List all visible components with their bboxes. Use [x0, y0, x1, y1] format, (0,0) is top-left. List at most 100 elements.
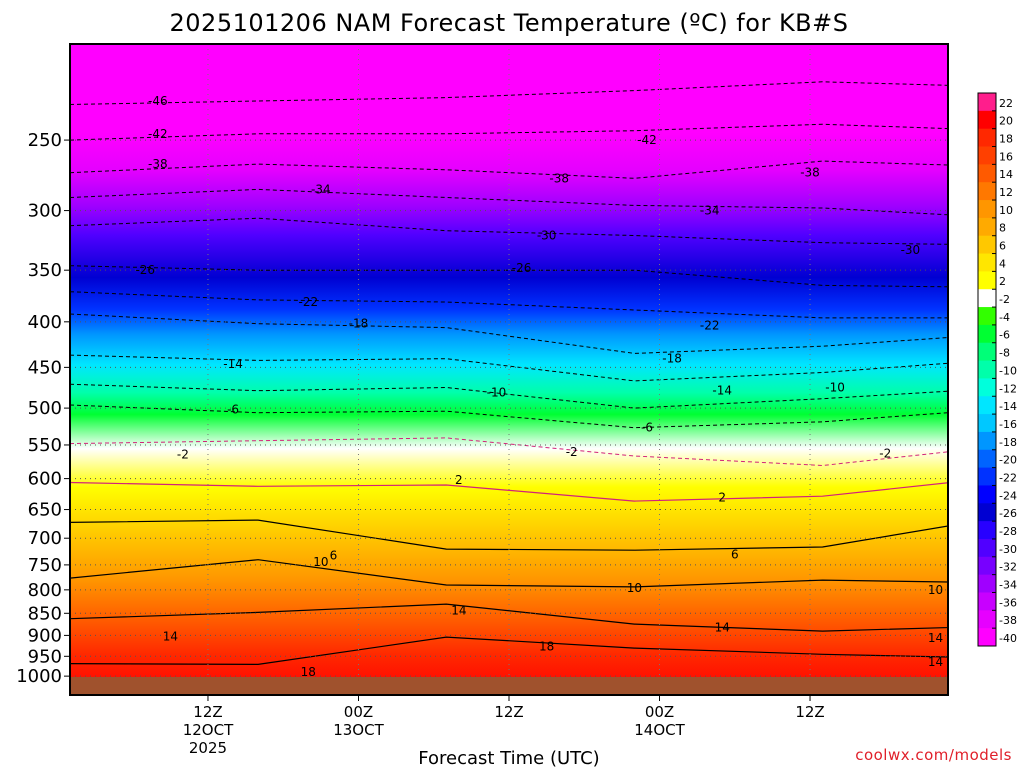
y-tick-label: 350 — [28, 260, 62, 281]
colorbar-label: 4 — [999, 257, 1006, 270]
isotherm-layer — [70, 81, 948, 666]
colorbar-label: 2 — [999, 275, 1006, 288]
isotherm-label: -14 — [712, 384, 732, 398]
isotherm-14 — [70, 603, 948, 632]
colorbar-swatch — [978, 146, 996, 165]
y-tick-label: 700 — [28, 528, 62, 549]
isotherm-label: 2 — [718, 490, 726, 504]
isotherm-18 — [70, 636, 948, 666]
colorbar-label: -38 — [999, 614, 1017, 627]
colorbar-swatch — [978, 128, 996, 148]
colorbar: 22 20 18 16 14 12 10 8 6 4 2 -2 -4 -6 -8 -10 -12 -14 -16 -1… — [977, 92, 1017, 647]
colorbar-label: 8 — [999, 222, 1006, 235]
isotherm-label: -38 — [800, 166, 820, 180]
colorbar-swatch — [978, 610, 996, 629]
x-tick-label: 00Z — [645, 703, 674, 721]
colorbar-label: -14 — [999, 400, 1017, 413]
x-tick-label: 00Z — [344, 703, 373, 721]
isotherm-label: 14 — [928, 631, 943, 645]
isotherm-label: -46 — [148, 94, 168, 108]
colorbar-label: -12 — [999, 382, 1017, 395]
colorbar-swatch — [978, 110, 996, 130]
isotherm-label: 14 — [163, 629, 178, 643]
isotherm-label: 10 — [627, 581, 642, 595]
x-tick-label: 13OCT — [333, 721, 384, 739]
x-tick-label: 2025 — [189, 739, 227, 757]
colorbar-swatch — [978, 396, 996, 415]
credit-text: coolwx.com/models — [855, 746, 1012, 764]
colorbar-swatch — [978, 485, 996, 504]
isotherm-2 — [70, 481, 948, 502]
isotherm-label: -42 — [148, 127, 168, 141]
colorbar-label: 22 — [999, 97, 1013, 110]
isotherm-label: 14 — [928, 655, 943, 669]
isotherm-label: -42 — [637, 133, 657, 147]
grid-layer — [70, 44, 948, 695]
x-tick-label: 12OCT — [183, 721, 234, 739]
colorbar-label: -24 — [999, 489, 1017, 502]
x-tick-label: 12Z — [494, 703, 523, 721]
colorbar-swatch — [978, 521, 996, 540]
colorbar-swatch — [978, 414, 996, 433]
colorbar-label: -18 — [999, 436, 1017, 449]
colorbar-label: -10 — [999, 364, 1017, 377]
isotherm-label: 2 — [455, 473, 463, 487]
colorbar-swatch — [978, 592, 996, 611]
isotherm-label: -38 — [549, 171, 569, 185]
y-tick-label: 750 — [28, 555, 62, 576]
colorbar-swatch — [978, 253, 996, 272]
colorbar-label: -34 — [999, 578, 1017, 591]
isotherm-label: -34 — [311, 182, 331, 196]
isotherm-label: -18 — [662, 352, 682, 366]
isotherm-10 — [70, 559, 948, 588]
isotherm-label: -34 — [700, 204, 720, 218]
isotherm-label: -22 — [299, 295, 319, 309]
y-tick-label: 900 — [28, 625, 62, 646]
y-tick-label: 250 — [28, 130, 62, 151]
colorbar-label: -6 — [999, 329, 1010, 342]
x-tick-label: 14OCT — [634, 721, 685, 739]
colorbar-swatch — [978, 628, 996, 647]
isotherm-label: -2 — [879, 446, 891, 460]
colorbar-swatch — [978, 574, 996, 593]
colorbar-label: -32 — [999, 561, 1017, 574]
colorbar-swatch — [978, 360, 996, 379]
colorbar-swatch — [978, 538, 996, 558]
colorbar-label: -4 — [999, 311, 1010, 324]
isotherm-label-layer: -46-42 -42-38-38 -38-34-34-30-30-26 -26-22-… — [135, 94, 943, 679]
isotherm-label: 10 — [313, 555, 328, 569]
isotherm-label: 14 — [715, 621, 730, 635]
colorbar-swatch — [978, 164, 996, 183]
colorbar-swatch — [978, 342, 996, 362]
colorbar-label: -8 — [999, 347, 1010, 360]
isotherm-label: 14 — [451, 604, 466, 618]
isotherm-label: -10 — [487, 385, 507, 399]
isotherm-label: 18 — [301, 665, 316, 679]
colorbar-swatch — [978, 378, 996, 397]
y-tick-label: 1000 — [16, 666, 62, 687]
colorbar-label: 16 — [999, 150, 1013, 163]
colorbar-swatch — [978, 324, 996, 344]
colorbar-label: 18 — [999, 133, 1013, 146]
colorbar-label: -28 — [999, 525, 1017, 538]
isotherm-label: -26 — [135, 263, 155, 277]
y-tick-label: 300 — [28, 201, 62, 222]
isotherm-label: -30 — [537, 229, 557, 243]
ground-band — [70, 677, 948, 695]
colorbar-label: -2 — [999, 293, 1010, 306]
isotherm-label: -6 — [227, 403, 239, 417]
isotherm-label: -14 — [223, 357, 243, 371]
x-tick-label: 12Z — [795, 703, 824, 721]
isotherm-label: -10 — [825, 380, 845, 394]
colorbar-label: 10 — [999, 204, 1013, 217]
colorbar-frame — [977, 92, 997, 647]
y-tick-label: 600 — [28, 469, 62, 490]
y-tick-label: 850 — [28, 603, 62, 624]
colorbar-label: 6 — [999, 240, 1006, 253]
colorbar-swatch — [978, 182, 996, 201]
y-tick-label: 450 — [28, 357, 62, 378]
isotherm-label: -22 — [700, 319, 720, 333]
x-tick-label: 12Z — [193, 703, 222, 721]
colorbar-swatch — [978, 235, 996, 255]
